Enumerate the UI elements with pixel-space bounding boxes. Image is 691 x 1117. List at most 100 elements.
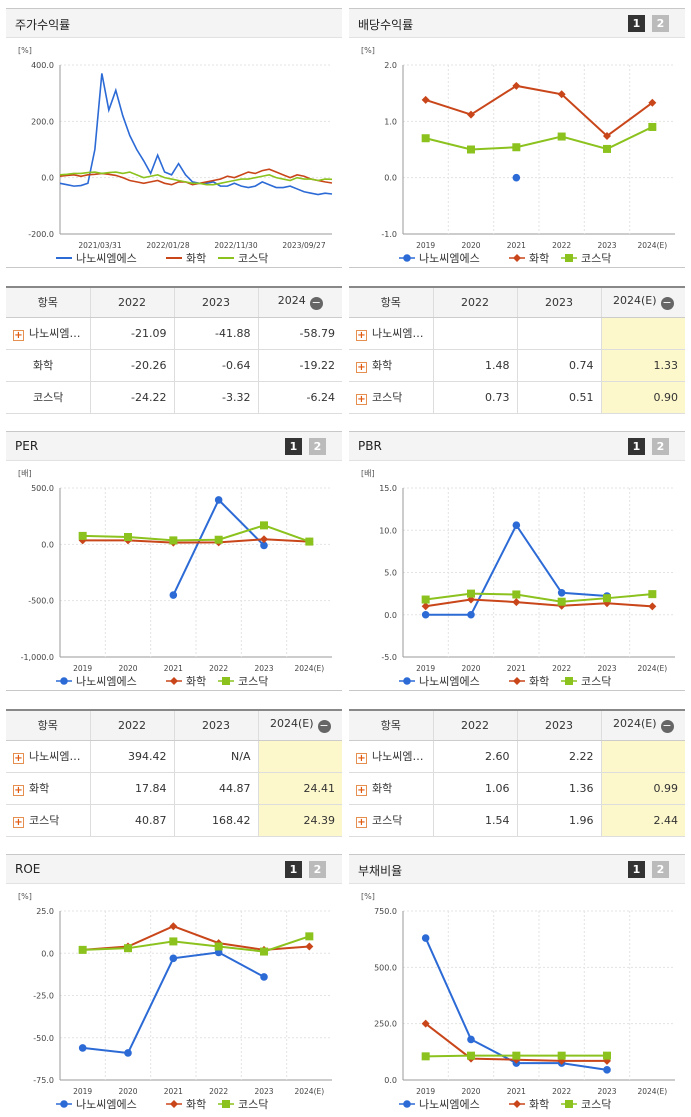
y-tick-label: 5.0 bbox=[384, 569, 397, 578]
legend-marker-kosdaq bbox=[222, 1100, 230, 1108]
data-point-kosdaq bbox=[648, 122, 657, 131]
data-point-kosdaq bbox=[421, 134, 430, 143]
value-cell: 2.22 bbox=[516, 740, 601, 773]
x-tick-label: 2020 bbox=[461, 241, 480, 250]
page-1-button[interactable]: 1 bbox=[628, 438, 645, 455]
y-tick-label: 25.0 bbox=[36, 907, 54, 916]
data-point-nano bbox=[512, 521, 521, 529]
data-point-kosdaq bbox=[512, 1051, 521, 1060]
collapse-minus-icon[interactable]: − bbox=[317, 719, 331, 734]
legend-label-nano: 나노씨엠에스 bbox=[419, 675, 480, 688]
page-2-button[interactable]: 2 bbox=[652, 438, 669, 455]
collapse-minus-icon[interactable]: − bbox=[309, 296, 323, 311]
value-cell: -0.64 bbox=[173, 349, 258, 382]
table-header-label: 2023 bbox=[545, 295, 573, 309]
data-point-kosdaq bbox=[169, 536, 178, 545]
pbr-panel: PBR 1 2 [배] 15.0 10.0 5.0 0.0 -5.0 2019 2020 202… bbox=[349, 431, 685, 691]
collapse-minus-icon[interactable]: − bbox=[660, 296, 674, 311]
expand-plus-icon[interactable]: + bbox=[13, 817, 24, 828]
data-point-kosdaq bbox=[305, 932, 314, 941]
legend-marker-nano bbox=[60, 1100, 68, 1108]
x-tick-label: 2021 bbox=[507, 241, 526, 250]
page-1-button[interactable]: 1 bbox=[285, 438, 302, 455]
expand-plus-icon[interactable]: + bbox=[356, 785, 367, 796]
data-point-nano bbox=[169, 591, 178, 599]
x-tick-label: 2019 bbox=[73, 664, 92, 673]
row-name-cell: + 코스닥 bbox=[349, 381, 433, 414]
table-header-cell: 2023 bbox=[173, 710, 258, 741]
expand-plus-icon[interactable]: + bbox=[13, 753, 24, 764]
stock-return-header: 주가수익률 bbox=[6, 8, 342, 38]
value-cell: 24.41 bbox=[257, 772, 342, 805]
table-header-row: 항목 2022 2023 2024(E) − bbox=[6, 710, 342, 741]
legend-marker-nano bbox=[403, 677, 411, 685]
data-point-kosdaq bbox=[124, 533, 132, 542]
value-cell: -19.22 bbox=[257, 349, 342, 382]
expand-plus-icon[interactable]: + bbox=[356, 394, 367, 405]
expand-plus-icon[interactable]: + bbox=[356, 753, 367, 764]
table-header-cell: 항목 bbox=[6, 710, 90, 741]
table-header-cell: 2023 bbox=[516, 710, 601, 741]
page-2-button[interactable]: 2 bbox=[309, 438, 326, 455]
page-2-button[interactable]: 2 bbox=[652, 15, 669, 32]
x-tick-label: 2023 bbox=[254, 1087, 273, 1096]
expand-plus-icon[interactable]: + bbox=[356, 330, 367, 341]
legend-marker-nano bbox=[403, 254, 411, 262]
expand-plus-icon[interactable]: + bbox=[356, 362, 367, 373]
data-point-nano bbox=[169, 954, 178, 963]
table-header-cell: 2023 bbox=[173, 287, 258, 318]
expand-plus-icon[interactable]: + bbox=[13, 785, 24, 796]
legend-label-kosdaq: 코스닥 bbox=[238, 1098, 268, 1111]
series-line-kosdaq bbox=[82, 524, 310, 543]
table-header-row: 항목 2022 2023 2024− bbox=[6, 287, 342, 318]
row-name-label: 나노씨엠… bbox=[29, 750, 81, 763]
data-point-kosdaq bbox=[512, 143, 521, 152]
legend-label-chem: 화학 bbox=[186, 252, 206, 265]
row-name-label: 코스닥 bbox=[372, 814, 403, 827]
y-tick-label: -500.0 bbox=[28, 597, 54, 606]
x-tick-label: 2019 bbox=[416, 664, 435, 673]
page-1-button[interactable]: 1 bbox=[628, 15, 645, 32]
table-row: + 코스닥 1.54 1.96 2.44 bbox=[349, 804, 685, 837]
series-line-chem bbox=[425, 598, 653, 608]
value-cell bbox=[516, 317, 601, 350]
table-row: + 화학 1.06 1.36 0.99 bbox=[349, 772, 685, 805]
value-cell: -21.09 bbox=[89, 317, 174, 350]
legend-marker-chem bbox=[170, 677, 178, 685]
page-1-button[interactable]: 1 bbox=[285, 861, 302, 878]
legend-marker-chem bbox=[513, 1100, 521, 1108]
x-tick-label: 2023 bbox=[597, 664, 616, 673]
data-point-kosdaq bbox=[214, 535, 223, 544]
data-point-nano bbox=[78, 1044, 87, 1052]
pbr-header: PBR 1 2 bbox=[349, 431, 685, 461]
page-2-button[interactable]: 2 bbox=[309, 861, 326, 878]
value-cell: 40.87 bbox=[89, 804, 174, 837]
y-tick-label: 0.0 bbox=[41, 540, 54, 549]
debt-ratio-title: 부채비율 bbox=[358, 864, 403, 878]
collapse-minus-icon[interactable]: − bbox=[660, 719, 674, 734]
stock-return-chart-svg: [%] 400.0 200.0 0.0 -200.0 2021/03/31 2022/01/… bbox=[18, 46, 333, 265]
series-line-kosdaq bbox=[82, 935, 310, 953]
legend-label-nano: 나노씨엠에스 bbox=[76, 252, 137, 265]
dividend-panel: 배당수익률 1 2 [%] 2.0 1.0 0.0 -1.0 2019 2020 2021 20… bbox=[349, 8, 685, 268]
legend-marker-chem bbox=[513, 254, 521, 262]
expand-plus-icon[interactable]: + bbox=[356, 817, 367, 828]
value-cell: -41.88 bbox=[173, 317, 258, 350]
y-unit-label: [%] bbox=[18, 892, 32, 901]
data-point-kosdaq bbox=[260, 521, 268, 530]
data-point-kosdaq bbox=[124, 944, 132, 953]
expand-plus-icon[interactable]: + bbox=[13, 330, 24, 341]
page-1-button[interactable]: 1 bbox=[628, 861, 645, 878]
x-tick-label: 2023 bbox=[597, 1087, 616, 1096]
legend-label-nano: 나노씨엠에스 bbox=[76, 1098, 137, 1111]
x-tick-label: 2019 bbox=[416, 241, 435, 250]
pbr-table: 항목 2022 2023 2024(E) − + 나노씨엠… 2.60 2.22 + 화학 1.06 1… bbox=[349, 709, 685, 837]
data-point-kosdaq bbox=[305, 537, 314, 546]
data-point-nano bbox=[421, 934, 430, 942]
value-cell: 168.42 bbox=[173, 804, 258, 837]
row-name-label: 화학 bbox=[33, 359, 54, 372]
data-point-kosdaq bbox=[603, 594, 611, 603]
page-2-button[interactable]: 2 bbox=[652, 861, 669, 878]
legend-label-kosdaq: 코스닥 bbox=[581, 1098, 611, 1111]
value-cell: -24.22 bbox=[89, 381, 174, 414]
